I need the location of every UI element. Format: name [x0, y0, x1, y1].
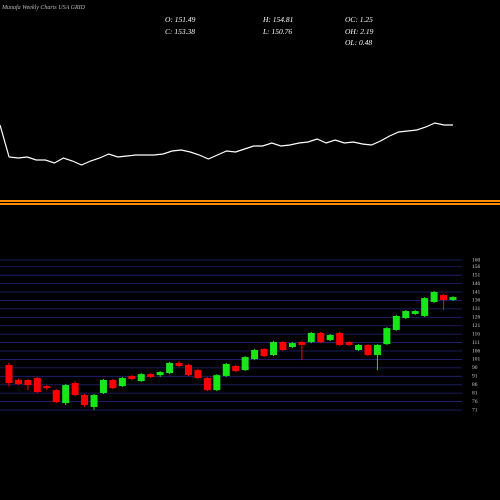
y-tick-label: 141: [472, 289, 481, 295]
y-tick-label: 111: [472, 340, 480, 346]
candle-body: [118, 377, 126, 387]
candle-body: [402, 311, 410, 318]
separator: [0, 203, 500, 205]
candle-body: [336, 332, 344, 345]
candle-body: [307, 332, 315, 343]
candle-body: [222, 363, 230, 376]
candle-body: [137, 374, 145, 382]
candle-body: [62, 385, 70, 404]
candle-body: [194, 370, 202, 378]
candle-body: [52, 390, 60, 403]
y-tick-label: 126: [472, 315, 481, 321]
candle-body: [5, 365, 13, 384]
candle-body: [232, 366, 240, 372]
stat: OH: 2.19: [345, 27, 374, 36]
candle-body: [109, 380, 117, 389]
stat: OL: 0.48: [345, 38, 372, 47]
candle-body: [99, 380, 107, 393]
candle-body: [166, 362, 174, 374]
y-tick-label: 86: [472, 382, 478, 388]
candle-body: [355, 344, 363, 350]
y-tick-label: 151: [472, 272, 481, 278]
candle-body: [260, 348, 268, 357]
stat: L: 150.76: [262, 27, 292, 36]
candle-body: [14, 380, 22, 385]
candle-body: [33, 377, 41, 392]
candle-body: [288, 343, 296, 347]
y-tick-label: 106: [472, 348, 481, 354]
candle-body: [43, 386, 51, 389]
candle-body: [345, 342, 353, 345]
candle-body: [213, 375, 221, 391]
candle-body: [411, 311, 419, 314]
indicator-line: [0, 122, 453, 166]
candle-body: [241, 357, 249, 371]
candle-body: [251, 350, 259, 360]
candle-body: [430, 292, 438, 302]
stat: OC: 1.25: [345, 15, 373, 24]
candle-body: [81, 395, 89, 406]
candle-body: [147, 374, 155, 377]
candle-body: [184, 365, 192, 376]
candle-body: [421, 298, 429, 316]
candle-body: [71, 383, 79, 395]
y-tick-label: 76: [472, 399, 478, 405]
candle-body: [440, 295, 448, 300]
y-tick-label: 160: [472, 257, 481, 263]
candle-body: [298, 342, 306, 345]
candle-body: [270, 342, 278, 356]
y-tick-label: 101: [472, 357, 481, 363]
candle-body: [156, 372, 164, 376]
candle-body: [203, 377, 211, 391]
y-tick-label: 116: [472, 331, 480, 337]
candle-body: [279, 342, 287, 350]
stat: H: 154.81: [262, 15, 293, 24]
candle-body: [128, 375, 136, 379]
separator: [0, 200, 500, 202]
y-tick-label: 136: [472, 298, 481, 304]
candle-body: [383, 328, 391, 345]
stat: C: 153.38: [165, 27, 195, 36]
y-tick-label: 96: [472, 365, 478, 371]
candle-body: [90, 395, 98, 407]
candle-body: [24, 380, 32, 386]
candle-body: [392, 315, 400, 330]
y-tick-label: 91: [472, 374, 478, 380]
candle-body: [175, 362, 183, 367]
y-tick-label: 131: [472, 306, 481, 312]
y-tick-label: 71: [472, 407, 478, 413]
candle-body: [449, 297, 457, 300]
candle-body: [373, 344, 381, 356]
y-tick-label: 81: [472, 390, 478, 396]
candle-body: [317, 332, 325, 343]
y-tick-label: 121: [472, 323, 481, 329]
chart-title: Munafa Weekly Charts USA GRID: [1, 4, 86, 11]
candle-body: [364, 344, 372, 356]
y-tick-label: 146: [472, 281, 481, 287]
stat: O: 151.49: [165, 15, 196, 24]
y-tick-label: 156: [472, 264, 481, 270]
candle-body: [326, 335, 334, 341]
